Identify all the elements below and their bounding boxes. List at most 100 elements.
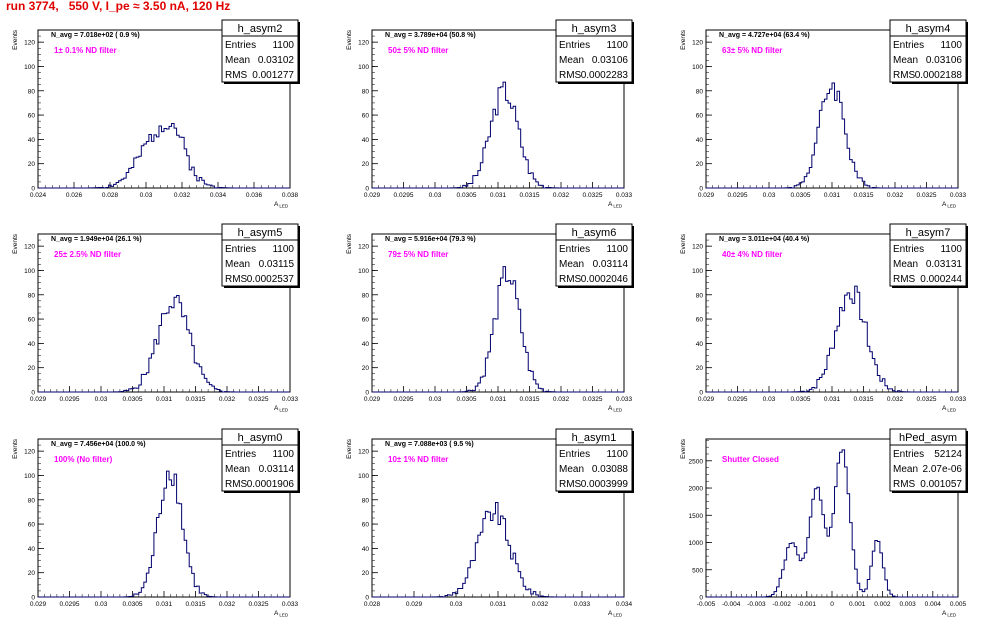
y-tick-label: 100 [24,473,35,480]
x-tick-label: 0.033 [616,192,633,199]
x-tick-label: 0.03 [429,192,442,199]
y-tick-label: 100 [358,268,369,275]
x-tick-label: 0.029 [698,396,715,403]
y-tick-label: 80 [28,497,36,504]
filter-annotation: Shutter Closed [722,455,779,464]
stats-label: Entries [225,244,256,255]
stats-label: Mean [559,464,584,475]
y-tick-label: 20 [362,365,370,372]
histogram-name: h_asym7 [906,227,951,239]
y-tick-label: 0 [365,390,369,397]
filter-annotation: 50± 5% ND filter [388,46,448,55]
x-tick-label: 0.0295 [394,192,414,199]
stats-value: 1100 [606,40,628,51]
y-tick-label: 0 [365,186,369,193]
stats-value: 2.07e-06 [923,464,963,475]
stats-label: RMS [559,479,582,490]
histogram-name: h_asym3 [572,23,617,35]
stats-label: RMS [893,274,916,285]
y-tick-label: 40 [28,137,36,144]
x-tick-label: 0.024 [30,192,47,199]
x-tick-label: 0.038 [282,192,299,199]
stats-value: 0.0002188 [915,70,963,81]
x-tick-label: 0.029 [698,192,715,199]
x-tick-label: 0.031 [490,396,507,403]
navg-label: N_avg = 1.949e+04 (26.1 %) [51,236,142,243]
x-tick-label: 0.0315 [520,192,540,199]
stats-value: 1100 [606,449,628,460]
y-tick-label: 120 [358,244,369,251]
y-axis-label: Events [346,438,353,459]
stats-label: RMS [559,70,582,81]
stats-box: h_asym1 Entries 1100 Mean 0.03088 RMS 0.000399… [555,428,634,493]
x-tick-label: 0.033 [950,192,967,199]
stats-box-frame [221,223,299,287]
stats-value: 0.03106 [926,55,963,66]
stats-box-frame [889,223,967,287]
x-tick-label: 0.028 [102,192,119,199]
y-tick-label: 100 [358,473,369,480]
stats-label: Mean [893,464,918,475]
x-tick-label: 0.031 [490,601,507,608]
x-tick-label: 0.033 [574,601,591,608]
stats-box: h_asym4 Entries 1100 Mean 0.03106 RMS 0.000218… [889,19,968,84]
histogram-name: h_asym6 [572,227,617,239]
stats-value: 0.03088 [592,464,629,475]
stats-value: 0.0001906 [247,479,295,490]
y-tick-label: 80 [28,292,36,299]
y-axis-label: Events [12,233,19,254]
stats-value: 1100 [606,244,628,255]
x-tick-label: 0.034 [616,601,633,608]
histogram-series [372,81,624,189]
x-tick-label: 0.0325 [249,396,269,403]
stats-value: 0.03106 [592,55,629,66]
y-tick-label: 20 [696,365,704,372]
histogram-series [372,266,624,393]
y-tick-label: 100 [692,268,703,275]
x-tick-label: 0.03 [763,396,776,403]
histogram-series [706,82,958,189]
stats-box: h_asym6 Entries 1100 Mean 0.03114 RMS 0.000204… [555,223,634,288]
histogram-panel-h_asym3: 0 20 40 60 80 100 120 0.029 0.0295 0.03 0.0305 0.03… [346,19,634,209]
y-tick-label: 0 [699,390,703,397]
x-axis-label: ALED [608,201,623,209]
y-tick-label: 20 [28,161,36,168]
navg-label: N_avg = 7.018e+02 ( 0.9 %) [51,32,140,39]
y-tick-label: 60 [28,317,36,324]
x-tick-label: 0.032 [219,396,236,403]
stats-box: h_asym0 Entries 1100 Mean 0.03114 RMS 0.000190… [221,428,300,493]
x-tick-label: 0.028 [364,601,381,608]
stats-box-frame [889,19,967,83]
y-tick-label: 0 [31,595,35,602]
y-tick-label: 80 [362,497,370,504]
y-tick-label: 1000 [689,540,704,547]
x-tick-label: 0.032 [887,396,904,403]
stats-value: 1100 [940,40,962,51]
x-axis-label: ALED [274,405,289,413]
x-tick-label: 0.0325 [917,396,937,403]
y-tick-label: 20 [28,570,36,577]
stats-value: 0.0002537 [247,274,295,285]
x-tick-label: 0.004 [925,601,942,608]
stats-label: Mean [559,259,584,270]
navg-label: N_avg = 3.789e+04 (50.8 %) [385,32,476,39]
stats-value: 0.03131 [926,259,963,270]
x-tick-label: 0.0305 [791,192,811,199]
x-tick-label: 0.0305 [457,396,477,403]
x-tick-label: -0.004 [722,601,741,608]
x-tick-label: 0.0295 [60,601,80,608]
y-axis-label: Events [680,29,687,50]
x-tick-label: 0.0315 [854,396,874,403]
stats-label: RMS [893,70,916,81]
y-tick-label: 120 [24,40,35,47]
stats-label: Mean [893,259,918,270]
y-tick-label: 60 [696,317,704,324]
x-tick-label: 0.0315 [186,396,206,403]
x-tick-label: 0.029 [364,396,381,403]
histogram-series [38,122,290,189]
y-tick-label: 60 [362,522,370,529]
x-tick-label: 0.032 [174,192,191,199]
histogram-series [706,449,958,598]
navg-label: N_avg = 5.916e+04 (79.3 %) [385,236,476,243]
histogram-series [706,285,958,393]
